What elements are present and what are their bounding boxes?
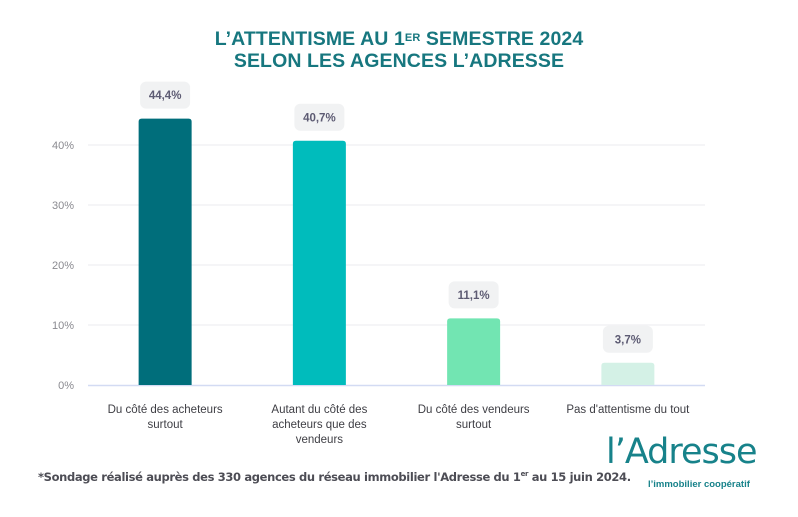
value-label: 11,1% (458, 290, 490, 302)
logo-wordmark: l’Adresse (606, 432, 758, 472)
title-line-2: SELON LES AGENCES L’ADRESSE (233, 50, 565, 72)
x-tick-label: Pas d'attentisme du tout (566, 404, 690, 416)
x-axis-labels: Du côté des acheteurs surtout Autant du cô… (108, 404, 691, 446)
bar (292, 140, 346, 385)
bar (447, 318, 501, 385)
value-label-pill (448, 281, 499, 309)
y-tick-label: 20% (52, 260, 74, 272)
value-label-pill (602, 325, 653, 353)
footnote: *Sondage réalisé auprès des 330 agences … (38, 470, 631, 484)
x-tick-label: Autant du côté des acheteurs que des vende… (271, 404, 367, 446)
x-tick-label-line: vendeurs (296, 434, 344, 446)
y-tick-label: 10% (52, 320, 74, 332)
y-tick-label: 30% (52, 200, 74, 212)
x-tick-label-line: Du côté des acheteurs (108, 404, 223, 416)
value-label: 44,4% (149, 90, 182, 102)
y-tick-label: 0% (58, 380, 74, 392)
ladresse-logo: l’Adresse l’immobilier coopératif (606, 432, 766, 498)
value-label: 40,7% (303, 112, 336, 124)
x-tick-label: Du côté des acheteurs surtout (108, 404, 223, 431)
x-tick-label: Du côté des vendeurs surtout (418, 404, 530, 431)
logo-tagline: l’immobilier coopératif (648, 479, 750, 490)
x-tick-label-line: acheteurs que des (272, 419, 367, 431)
bars (138, 118, 655, 385)
x-tick-label-line: Du côté des vendeurs (418, 404, 530, 416)
x-tick-label-line: surtout (456, 419, 492, 431)
value-label: 3,7% (615, 334, 641, 346)
y-axis-ticks: 0% 10% 20% 30% 40% (52, 140, 74, 392)
title-superscript: ER (404, 32, 421, 44)
x-tick-label-line: Autant du côté des (271, 404, 367, 416)
y-tick-label: 40% (52, 140, 74, 152)
x-tick-label-line: surtout (148, 419, 184, 431)
value-labels: 44,4% 40,7% 11,1% 3,7% (140, 81, 653, 353)
bar (601, 362, 655, 385)
bar (138, 118, 192, 385)
value-label-pill (140, 81, 191, 109)
x-tick-label-line: Pas d'attentisme du tout (566, 404, 690, 416)
value-label-pill (294, 103, 345, 131)
title-line-1: L’ATTENTISME AU 1ER SEMESTRE 2024 (214, 28, 584, 50)
chart-title: L’ATTENTISME AU 1ER SEMESTRE 2024 SELON … (0, 28, 798, 72)
